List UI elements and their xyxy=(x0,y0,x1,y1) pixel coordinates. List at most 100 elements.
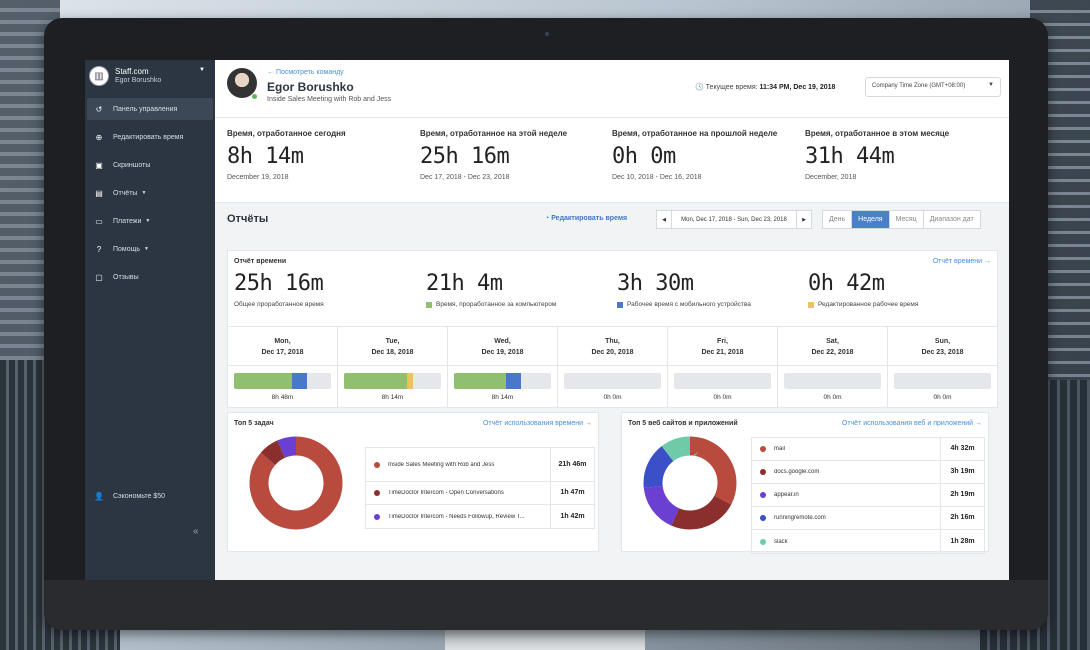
table-row[interactable]: runningremote.com 2h 16m xyxy=(752,507,984,530)
stat-date: December, 2018 xyxy=(805,174,857,181)
donut-slice[interactable] xyxy=(643,436,737,530)
day-name: Tue, xyxy=(385,338,400,345)
day-bar-track[interactable] xyxy=(344,373,441,389)
sidebar-item-0[interactable]: ↺ Панель управления xyxy=(87,98,213,120)
donut-slice[interactable] xyxy=(249,436,343,530)
sidebar-item-1[interactable]: ⊕ Редактировать время xyxy=(87,126,213,148)
day-bar-track[interactable] xyxy=(564,373,661,389)
day-header: Mon, Dec 17, 2018 xyxy=(228,327,338,365)
tab-0[interactable]: День xyxy=(823,211,853,228)
feedback-icon: ▢ xyxy=(95,272,103,282)
top-tasks-link[interactable]: Отчёт использования времени → xyxy=(482,420,592,427)
legend-dot xyxy=(374,461,380,468)
tab-1[interactable]: Неделя xyxy=(852,211,890,228)
collapse-sidebar-icon[interactable]: « xyxy=(193,526,199,537)
stat-value: 0h 0m xyxy=(612,144,676,169)
metric-label: Рабочее время с мобильного устройства xyxy=(627,301,751,308)
legend-swatch xyxy=(808,301,814,308)
day-total: 0h 0m xyxy=(713,394,732,401)
day-header: Fri, Dec 21, 2018 xyxy=(668,327,778,365)
row-time: 1h 28m xyxy=(940,530,984,553)
sidebar-item-label: Платежи xyxy=(113,217,142,225)
day-bar-computer xyxy=(344,373,408,389)
donut-slice[interactable] xyxy=(643,436,737,530)
row-name: docs.google.com xyxy=(774,469,820,475)
top-tasks-table: Inside Sales Meeting with Rob and Jess 21… xyxy=(365,447,595,529)
day-bar-track[interactable] xyxy=(234,373,331,389)
chevron-down-icon[interactable]: ▼ xyxy=(199,67,205,73)
stat-block: Время, отработанное на прошлой неделе 0h … xyxy=(612,129,777,181)
day-bar-cell: 8h 48m xyxy=(228,366,338,408)
sidebar-item-3[interactable]: ▤ Отчёты ▼ xyxy=(87,182,213,204)
day-total: 8h 14m xyxy=(491,394,514,401)
sidebar-item-5[interactable]: ? Помощь ▼ xyxy=(87,238,213,260)
day-name: Thu, xyxy=(605,338,620,345)
metric-value: 0h 42m xyxy=(808,271,885,296)
edit-time-label: Редактировать время xyxy=(551,215,628,222)
day-bar-track[interactable] xyxy=(454,373,551,389)
day-bar-cell: 0h 0m xyxy=(778,366,888,408)
prev-week-icon[interactable]: ◀ xyxy=(662,216,666,223)
time-report-link[interactable]: Отчёт времени → xyxy=(932,258,991,265)
day-bar-track[interactable] xyxy=(784,373,881,389)
day-header: Tue, Dec 18, 2018 xyxy=(338,327,448,365)
table-row[interactable]: TimeDoctor Intercom - Needs Followup, Re… xyxy=(366,505,594,528)
next-week-icon[interactable]: ▶ xyxy=(802,216,806,223)
sidebar-item-6[interactable]: ▢ Отзывы xyxy=(87,266,213,288)
day-bar-edited xyxy=(407,373,413,389)
chevron-down-icon: ▼ xyxy=(988,82,994,88)
apple-logo-icon xyxy=(536,592,556,614)
row-time: 2h 16m xyxy=(940,507,984,529)
day-date: Dec 21, 2018 xyxy=(701,349,744,356)
tab-2[interactable]: Месяц xyxy=(890,211,924,228)
timezone-select[interactable]: Company Time Zone (GMT+08:00) ▼ xyxy=(865,77,1001,97)
legend-dot xyxy=(760,515,766,521)
table-row[interactable]: mail 4h 32m xyxy=(752,438,984,461)
back-to-team-link[interactable]: ← Посмотреть команду xyxy=(267,69,344,76)
metric-value: 21h 4m xyxy=(426,271,503,296)
metric-value: 25h 16m xyxy=(234,271,324,296)
sidebar-item-2[interactable]: ▣ Скриншоты xyxy=(87,154,213,176)
day-name: Mon, xyxy=(274,338,291,345)
day-bar-cell: 0h 0m xyxy=(558,366,668,408)
legend-dot xyxy=(374,490,380,496)
save-label: Сэкономьте $50 xyxy=(113,492,165,500)
day-header: Sun, Dec 23, 2018 xyxy=(888,327,997,365)
chevron-down-icon: ▼ xyxy=(141,190,147,196)
donut-slice[interactable] xyxy=(643,436,737,530)
tab-3[interactable]: Диапазон дат xyxy=(929,216,974,223)
legend-swatch xyxy=(617,301,623,308)
sidebar-user-name: Egor Borushko xyxy=(115,77,162,84)
day-bar-track[interactable] xyxy=(894,373,991,389)
sidebar-item-label: Отзывы xyxy=(113,273,139,281)
save-money-link[interactable]: 👤 Сэкономьте $50 xyxy=(93,490,165,502)
day-header: Thu, Dec 20, 2018 xyxy=(558,327,668,365)
day-bar-track[interactable] xyxy=(674,373,771,389)
company-switcher[interactable]: ▥ Staff.com Egor Borushko xyxy=(85,60,215,92)
day-total: 8h 48m xyxy=(271,394,294,401)
day-bar-cell: 0h 0m xyxy=(668,366,778,408)
clock-icon: 🕓 xyxy=(695,84,704,91)
sidebar-item-label: Скриншоты xyxy=(113,161,151,169)
table-row[interactable]: Inside Sales Meeting with Rob and Jess 21… xyxy=(366,448,594,482)
table-row[interactable]: slack 1h 28m xyxy=(752,530,984,553)
edit-time-link[interactable]: ◔ Редактировать время xyxy=(545,215,627,222)
day-total: 8h 14m xyxy=(381,394,404,401)
day-total: 0h 0m xyxy=(603,394,622,401)
company-logo-icon: ▥ xyxy=(89,66,109,86)
sidebar-item-4[interactable]: ▭ Платежи ▼ xyxy=(87,210,213,232)
table-row[interactable]: TimeDoctor Intercom - Open Conversations… xyxy=(366,482,594,505)
row-time: 3h 19m xyxy=(940,461,984,483)
chevron-down-icon: ▼ xyxy=(145,218,151,224)
stat-title: Время, отработанное в этом месяце xyxy=(805,129,950,138)
table-row[interactable]: docs.google.com 3h 19m xyxy=(752,461,984,484)
day-bar-computer xyxy=(234,373,293,389)
table-row[interactable]: appear.in 2h 19m xyxy=(752,484,984,507)
legend-dot xyxy=(760,446,766,452)
current-time-value: 11:34 PM, Dec 19, 2018 xyxy=(759,84,836,91)
date-range-value[interactable]: Mon, Dec 17, 2018 - Sun, Dec 23, 2018 xyxy=(671,211,797,228)
top-sites-link[interactable]: Отчёт использования веб и приложений → xyxy=(841,420,982,427)
monitor-stand xyxy=(445,630,645,650)
time-report-title: Отчёт времени xyxy=(234,258,287,265)
stat-value: 31h 44m xyxy=(805,144,895,169)
